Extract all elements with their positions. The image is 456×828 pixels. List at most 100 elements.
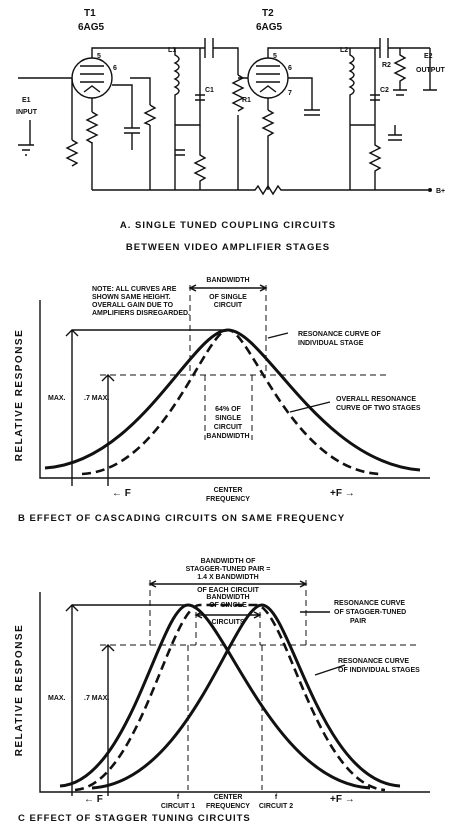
component-label: C1 [205,87,214,94]
ground [18,120,34,156]
curve-label: RESONANCE CURVE OF [298,331,381,338]
bandwidth-arrow [148,580,308,619]
pair-bandwidth-label: OF EACH CIRCUIT [197,587,260,594]
overall-curve [81,328,381,476]
caption: BETWEEN VIDEO AMPLIFIER STAGES [126,242,330,253]
component-label: L1 [168,47,176,54]
terminal [428,188,432,192]
single-bandwidth-label: BANDWIDTH [206,594,249,601]
curve-label: OF STAGGER-TUNED [334,609,406,616]
curve-label: OVERALL RESONANCE [336,396,416,403]
caption: A. SINGLE TUNED COUPLING CIRCUITS [120,220,336,231]
curve-label: INDIVIDUAL STAGE [298,340,364,347]
center-label: FREQUENCY [206,803,250,810]
wire [18,47,239,191]
pair-bandwidth-label: STAGGER-TUNED PAIR = [186,566,271,573]
tube-name: T2 [262,8,274,19]
plus-f: +F → [330,488,355,499]
bandwidth-arrow [188,284,268,292]
note: OVERALL GAIN DUE TO [92,302,174,309]
cascade-figure: NOTE: ALL CURVES ARE SHOWN SAME HEIGHT. … [14,277,430,524]
supply-label: B+ [436,188,445,195]
circuit-2-label: f [275,794,278,801]
pin-label: 6 [288,65,292,72]
percent-label: BANDWIDTH [206,433,249,440]
stagger-figure: BANDWIDTH OF STAGGER-TUNED PAIR = 1.4 X … [14,558,430,824]
resistor [85,111,99,144]
pair-bandwidth-label: BANDWIDTH OF [201,558,257,565]
caption: B EFFECT OF CASCADING CIRCUITS ON SAME F… [18,513,345,524]
note: SHOWN SAME HEIGHT. [92,294,171,301]
bandwidth-lines [100,285,390,440]
circuit-1-label: f [177,794,180,801]
level-lines [65,329,228,486]
capacitor [204,38,214,58]
component-label: L2 [340,47,348,54]
y-axis-label: RELATIVE RESPONSE [14,329,25,462]
single-bandwidth-label: CIRCUITS [211,619,244,626]
bandwidth-label: OF SINGLE [209,294,247,301]
max-label: MAX. [48,695,66,702]
tube-elements [80,65,280,93]
output-label: OUTPUT [416,67,446,74]
axes [39,592,430,793]
curve-label: PAIR [350,618,366,625]
resistor [393,48,437,96]
pair-curve [74,603,386,792]
max-label: MAX. [48,395,66,402]
input-label: E1 [22,97,31,104]
tube-type: 6AG5 [78,22,105,33]
capacitor [379,38,389,58]
seven-max-label: .7 MAX. [84,395,109,402]
tube-name: T1 [84,8,96,19]
center-label: CENTER [214,794,243,801]
pin-label: 5 [97,53,101,60]
minus-f: ← F [112,488,131,499]
resistor [65,78,79,167]
percent-label: 64% OF [215,406,241,413]
caption: C EFFECT OF STAGGER TUNING CIRCUITS [18,813,251,824]
pair-bandwidth-label: 1.4 X BANDWIDTH [197,574,258,581]
b-plus-bus [150,184,428,196]
plus-f: +F → [330,794,355,805]
bandwidth-label: CIRCUIT [214,302,243,309]
schematic: T1 6AG5 T2 6AG5 L1 C1 R1 L2 C2 R2 E1 INP… [16,8,446,253]
seven-max-label: .7 MAX. [84,695,109,702]
capacitor [112,84,140,150]
resistor [175,125,207,190]
input-label: INPUT [16,109,38,116]
y-axis-label: RELATIVE RESPONSE [14,624,25,757]
note: NOTE: ALL CURVES ARE [92,286,177,293]
leader [300,611,346,676]
percent-label: CIRCUIT [214,424,243,431]
percent-label: SINGLE [215,415,241,422]
level-lines [65,604,190,796]
pin-label: 6 [113,65,117,72]
coil-l2 [348,48,402,190]
circuit-1-label: CIRCUIT 1 [161,803,195,810]
wire [238,47,430,190]
curve-label: RESONANCE CURVE [334,600,405,607]
note: AMPLIFIERS DISREGARDED. [92,310,190,317]
coil-l1 [173,48,205,190]
pin-label: 7 [288,90,292,97]
pin-label: 5 [273,53,277,60]
curve-label: RESONANCE CURVE [338,658,409,665]
resistor [143,104,157,126]
tube-type: 6AG5 [256,22,283,33]
output-label: E2 [424,53,433,60]
circuit-2-curve [91,603,401,790]
center-label: FREQUENCY [206,496,250,503]
leader [267,332,331,413]
component-label: R2 [382,62,391,69]
center-label: CENTER [214,487,243,494]
single-bandwidth-label: OF SINGLE [209,602,247,609]
component-label: C2 [380,87,389,94]
component-label: R1 [242,97,251,104]
axes [39,300,430,479]
circuit-2-label: CIRCUIT 2 [259,803,293,810]
curve-label: OF INDIVIDUAL STAGES [338,667,420,674]
bandwidth-label: BANDWIDTH [206,277,249,284]
